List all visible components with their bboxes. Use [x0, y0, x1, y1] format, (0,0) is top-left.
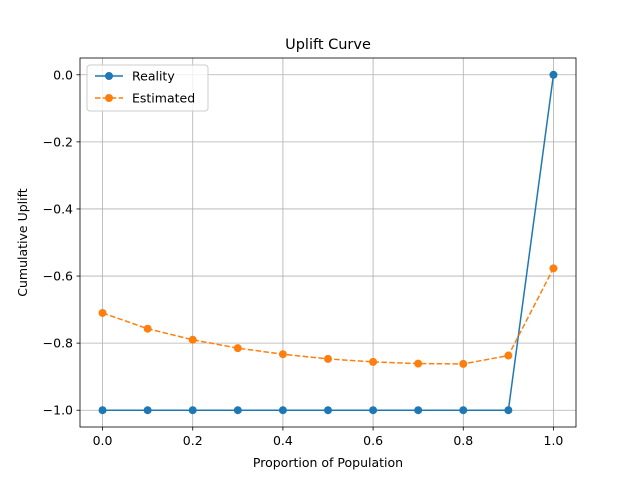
grid — [80, 58, 576, 427]
series-layer — [98, 70, 558, 415]
reality-point — [278, 406, 287, 415]
legend-reality-label: Reality — [132, 69, 175, 84]
estimated-point — [143, 324, 152, 333]
x-axis-ticks: 0.0 0.2 0.4 0.6 0.8 1.0 — [93, 427, 564, 448]
estimated-point — [233, 344, 242, 353]
x-tick-label: 1.0 — [544, 433, 564, 448]
plot-frame — [79, 57, 577, 428]
legend-estimated-marker — [105, 94, 113, 102]
reality-point — [143, 406, 152, 415]
estimated-point — [98, 308, 107, 317]
y-tick-label: −0.2 — [43, 134, 73, 149]
x-tick-label: 0.2 — [183, 433, 203, 448]
y-tick-label: −0.6 — [43, 269, 73, 284]
x-tick-label: 0.0 — [93, 433, 113, 448]
reality-point — [369, 406, 378, 415]
y-tick-label: −0.4 — [43, 201, 73, 216]
chart-title: Uplift Curve — [285, 37, 371, 53]
estimated-point — [278, 350, 287, 359]
estimated-point — [504, 351, 513, 360]
estimated-point — [414, 359, 423, 368]
y-tick-label: −0.8 — [43, 336, 73, 351]
legend: Reality Estimated — [86, 64, 209, 112]
reality-point — [549, 70, 558, 79]
estimated-point — [549, 264, 558, 273]
y-axis-label: Cumulative Uplift — [15, 188, 30, 297]
x-tick-label: 0.6 — [363, 433, 383, 448]
legend-reality-marker — [105, 72, 113, 80]
reality-point — [233, 406, 242, 415]
x-tick-label: 0.8 — [453, 433, 473, 448]
estimated-point — [369, 357, 378, 366]
reality-point — [459, 406, 468, 415]
reality-point — [504, 406, 513, 415]
y-tick-label: 0.0 — [53, 67, 73, 82]
reality-point — [98, 406, 107, 415]
x-axis-label: Proportion of Population — [253, 455, 403, 470]
reality-point — [414, 406, 423, 415]
x-tick-label: 0.4 — [273, 433, 293, 448]
estimated-point — [459, 359, 468, 368]
y-axis-ticks: 0.0 −0.2 −0.4 −0.6 −0.8 −1.0 — [43, 67, 80, 418]
legend-estimated-label: Estimated — [132, 91, 195, 106]
estimated-point — [188, 335, 197, 344]
y-tick-label: −1.0 — [43, 403, 73, 418]
reality-point — [324, 406, 332, 415]
reality-point — [188, 406, 197, 415]
estimated-point — [324, 354, 332, 363]
